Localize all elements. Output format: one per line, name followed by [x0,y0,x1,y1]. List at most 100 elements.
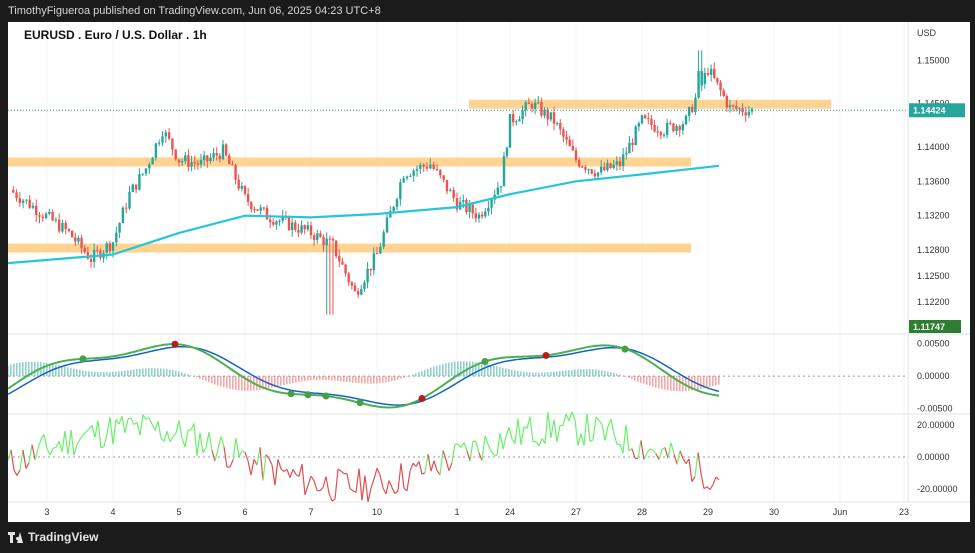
candle-body-40 [141,173,144,175]
macd-hist-29 [94,371,96,377]
macd-hist-126 [385,376,387,383]
osc-seg-249 [253,458,258,466]
candle-body-14 [57,219,61,232]
osc-seg-357 [361,475,366,501]
macd-hist-102 [313,376,315,381]
macd-hist-139 [424,369,426,377]
candle-body-133 [439,169,442,176]
candle-body-181 [590,169,593,174]
time-tick-9: 5 [176,507,181,517]
osc-seg-246 [250,459,255,476]
candle-body-207 [672,123,675,132]
candle-body-130 [429,164,432,169]
osc-seg-369 [373,468,378,480]
osc-seg-207 [211,450,216,462]
osc-seg-702 [706,486,711,490]
macd-hist-51 [160,368,162,377]
candle-body-86 [287,216,291,231]
macd-hist-23 [76,369,78,377]
candle-body-75 [253,209,256,211]
candle-body-106 [350,282,354,286]
candle-body-129 [425,166,429,169]
macd-hist-136 [415,373,417,377]
osc-seg-687 [691,476,696,483]
candle-body-47 [164,132,167,137]
osc-seg-495 [499,433,504,450]
candle-body-19 [74,237,77,242]
osc-seg-588 [592,417,597,441]
osc-seg-498 [502,436,507,450]
currency-label: USD [917,28,937,38]
osc-seg-492 [496,433,501,456]
candle-body-196 [637,123,641,127]
macd-hist-193 [586,369,588,377]
macd-hist-165 [502,367,504,377]
candle-body-136 [449,190,452,192]
candle-body-50 [174,149,177,160]
macd-hist-100 [307,376,309,381]
osc-seg-261 [265,454,270,460]
candle-body-162 [530,103,534,109]
osc-seg-168 [172,432,177,438]
macd-hist-142 [433,366,435,377]
candle-body-90 [300,225,303,233]
macd-hist-91 [280,376,282,386]
macd-hist-107 [328,376,330,381]
macd-hist-60 [187,374,189,377]
macd-tick-1: 0.00000 [917,371,950,381]
macd-hist-145 [442,363,444,377]
osc-seg-621 [625,424,630,451]
macd-hist-95 [292,376,294,384]
macd-hist-117 [358,376,360,384]
osc-seg-699 [703,486,708,490]
indicator-value-badge [909,320,961,333]
macd-hist-40 [127,370,129,377]
chart-panel[interactable]: EURUSD . Euro / U.S. Dollar . 1h 1.15000… [7,22,970,522]
osc-seg-294 [298,464,303,477]
macd-hist-214 [649,376,651,386]
macd-hist-237 [718,376,720,385]
candle-body-96 [319,233,322,237]
chart-canvas[interactable]: 1.150001.145001.140001.136001.132001.128… [7,22,970,522]
candle-body-210 [681,124,685,131]
candle-body-7 [35,205,38,216]
candle-body-15 [61,222,64,232]
macd-hist-45 [142,368,144,377]
candle-body-71 [240,186,244,189]
macd-hist-177 [538,372,540,377]
macd-hist-35 [112,371,114,377]
osc-seg-516 [520,426,525,445]
macd-hist-24 [79,369,81,377]
price-tick-6: 1.12500 [917,271,950,281]
candle-body-166 [543,109,546,116]
tradingview-brand[interactable]: TradingView [8,530,98,544]
macd-hist-32 [103,372,105,377]
osc-seg-441 [445,459,450,471]
osc-seg-474 [478,452,483,461]
price-tick-2: 1.14000 [917,142,950,152]
macd-hist-186 [565,370,567,377]
macd-hist-133 [406,376,408,377]
candle-body-140 [462,200,465,202]
candle-body-8 [38,215,41,217]
candle-body-68 [231,164,234,166]
candle-body-154 [505,147,509,157]
candle-body-109 [360,289,363,295]
osc-seg-429 [433,460,438,471]
osc-tick-2: -20.00000 [917,484,958,494]
macd-hist-116 [355,376,357,383]
macd-hist-170 [517,370,519,377]
osc-seg-303 [307,476,312,486]
osc-seg-633 [637,440,642,459]
candle-body-65 [221,144,225,160]
osc-seg-378 [382,487,387,495]
candle-body-152 [499,186,503,188]
macd-hist-208 [631,376,633,380]
time-tick-8: 4 [110,507,115,517]
macd-hist-78 [241,376,243,391]
osc-seg-594 [598,420,603,425]
macd-hist-114 [349,376,351,383]
osc-seg-15 [19,449,24,471]
macd-hist-129 [394,376,396,381]
osc-seg-690 [694,452,699,477]
